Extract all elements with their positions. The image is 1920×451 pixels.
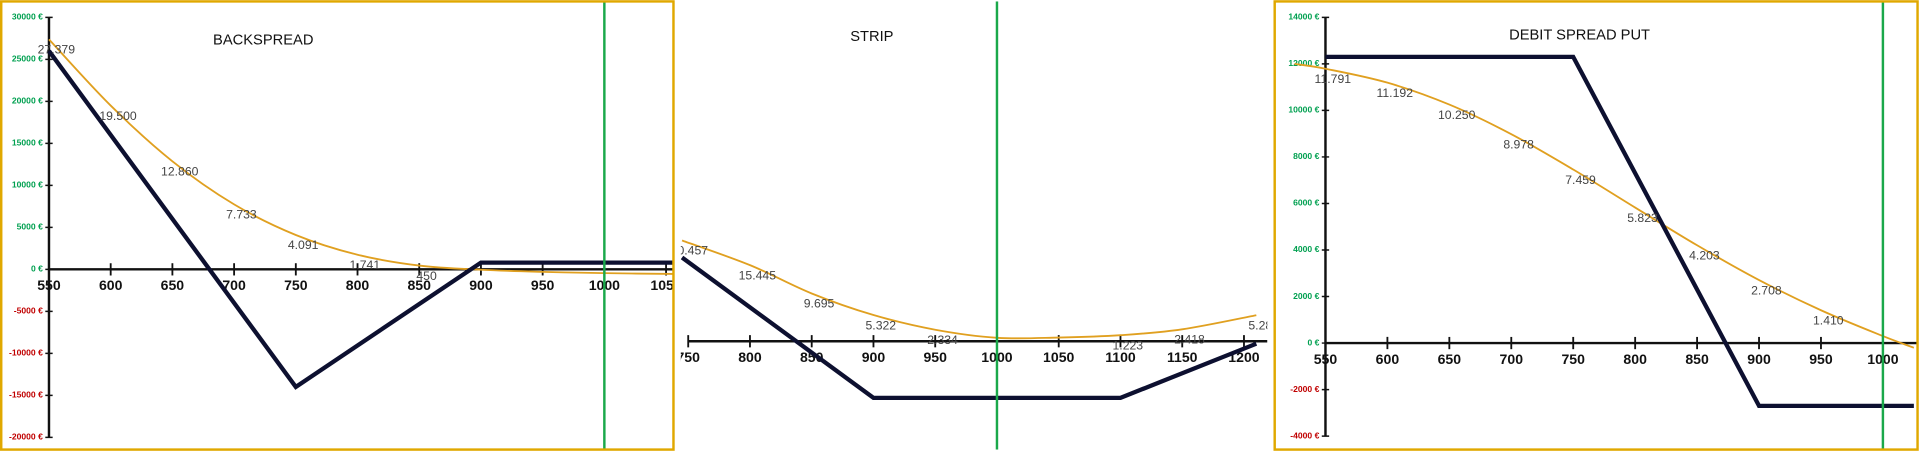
value-label: 1.410 [1813,314,1844,328]
curve-line [681,239,1257,340]
value-label: 10.250 [1438,108,1476,122]
x-tick-label: 700 [1500,351,1524,367]
value-label: 2.334 [927,333,958,347]
x-tick-label: 650 [1438,351,1462,367]
panel-border [1273,0,1919,451]
value-label: 5.823 [1627,211,1658,225]
x-tick-label: 900 [1747,351,1771,367]
curve-line [48,38,674,275]
x-tick-label: 900 [862,349,886,365]
value-label: 7.459 [1565,173,1596,187]
value-label: 20.457 [671,244,709,258]
x-tick-label: 950 [1809,351,1833,367]
y-tick-label: 30000 € [12,12,43,22]
y-tick-label: 0 € [1307,337,1319,347]
x-tick-label: 950 [531,277,555,293]
curve-line [1294,62,1915,349]
y-tick-label: -4000 € [1290,430,1319,440]
value-label: 11.192 [1376,86,1413,100]
value-label: 27.379 [38,43,76,57]
y-tick-label: 8000 € [1293,151,1319,161]
value-label: 8.978 [1503,137,1534,151]
x-tick-label: 800 [346,277,370,293]
panel: DEBIT SPREAD PUT550600650700750800850900… [1288,1,1918,450]
y-tick-label: 4000 € [1293,244,1319,254]
value-label: 5.322 [866,318,897,332]
chart-title: DEBIT SPREAD PUT [1509,28,1650,44]
y-tick-label: -20000 € [9,432,43,442]
x-tick-label: 1050 [650,277,681,293]
chart-title: BACKSPREAD [213,32,313,48]
panel: STRIP75080085090095010001050110011501200… [671,1,1279,450]
value-label: 19.500 [99,109,137,123]
value-label: 15.445 [739,268,777,282]
value-label: 5.280 [1248,318,1279,332]
value-label: 2.418 [1174,333,1205,347]
x-tick-label: 750 [1561,351,1585,367]
x-tick-label: 600 [1376,351,1400,367]
value-label: 4.203 [1689,249,1720,263]
value-label: 9.695 [804,297,835,311]
y-tick-label: 15000 € [12,138,43,148]
x-tick-label: 950 [923,349,947,365]
value-label: 12.860 [161,165,199,179]
value-label: 7.733 [226,208,257,222]
x-tick-label: 850 [1685,351,1709,367]
x-tick-label: 800 [1623,351,1647,367]
x-tick-label: 850 [407,277,431,293]
y-tick-label: 10000 € [12,180,43,190]
x-tick-label: 750 [284,277,308,293]
y-tick-label: 5000 € [17,222,43,232]
y-tick-label: -15000 € [9,390,43,400]
x-tick-label: 700 [222,277,246,293]
payoff-line [1325,54,1914,409]
y-tick-label: 10000 € [1288,105,1319,115]
value-label: 1.223 [1113,338,1144,352]
value-label: 4.091 [288,238,319,252]
panel-border [0,0,675,451]
y-tick-label: 12000 € [1288,58,1319,68]
y-tick-label: 25000 € [12,54,43,64]
y-tick-label: 6000 € [1293,198,1319,208]
payoff-line [47,49,674,390]
y-tick-label: 20000 € [12,96,43,106]
x-tick-label: 1150 [1167,349,1198,365]
y-tick-label: -10000 € [9,348,43,358]
x-tick-label: 750 [676,349,700,365]
x-tick-label: 900 [469,277,493,293]
x-tick-label: 850 [800,349,824,365]
y-tick-label: -5000 € [14,306,43,316]
x-tick-label: 650 [161,277,185,293]
y-tick-label: 2000 € [1293,291,1319,301]
x-tick-label: 800 [738,349,762,365]
panel: BACKSPREAD550600650700750800850900950100… [9,1,681,450]
x-tick-label: 600 [99,277,123,293]
value-label: 450 [416,269,437,283]
value-label: 1.741 [350,258,381,272]
value-label: 2.708 [1751,283,1782,297]
y-tick-label: 14000 € [1288,12,1319,22]
x-tick-label: 1100 [1105,349,1136,365]
y-tick-label: -2000 € [1290,384,1319,394]
x-tick-label: 1050 [1043,349,1074,365]
y-tick-label: 0 € [31,264,43,274]
value-label: 11.791 [1315,72,1352,86]
chart-title: STRIP [850,29,893,45]
